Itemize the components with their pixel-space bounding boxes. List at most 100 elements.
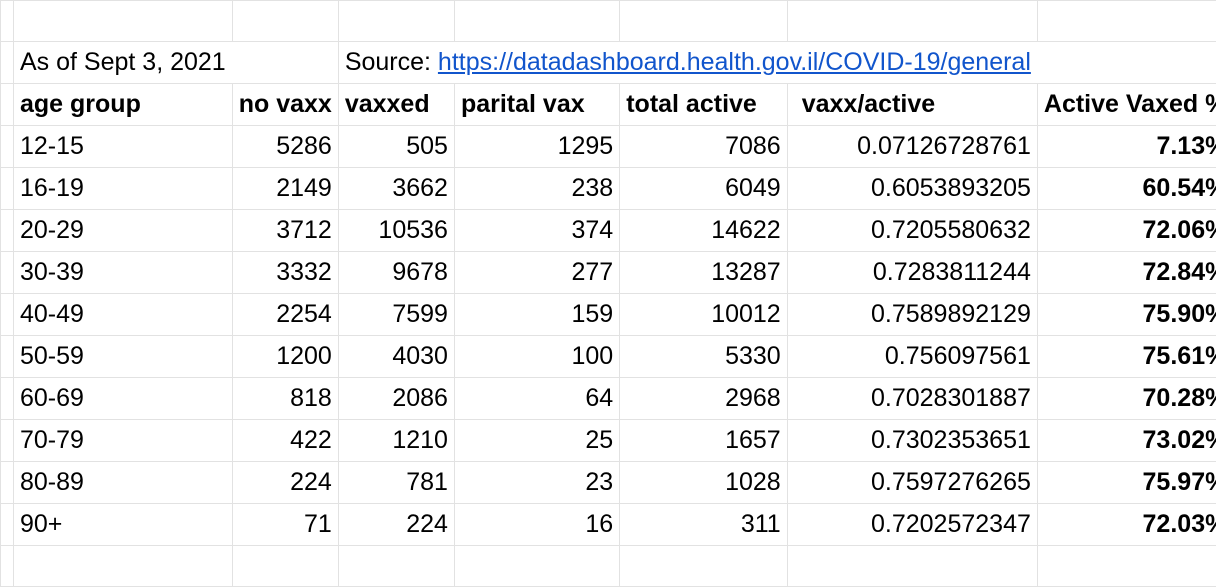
cell[interactable] (620, 1, 788, 42)
active-vaxed-pct-cell[interactable]: 75.61% (1037, 336, 1216, 378)
parital-vax-cell[interactable]: 64 (454, 378, 619, 420)
vaxx-active-cell[interactable]: 0.7302353651 (787, 420, 1037, 462)
vaxxed-cell[interactable]: 224 (338, 504, 454, 546)
active-vaxed-pct-cell[interactable]: 72.03% (1037, 504, 1216, 546)
no-vaxx-cell[interactable]: 2149 (232, 168, 338, 210)
total-active-cell[interactable]: 6049 (620, 168, 788, 210)
vaxxed-cell[interactable]: 4030 (338, 336, 454, 378)
cell[interactable] (14, 546, 233, 587)
cell[interactable] (232, 546, 338, 587)
cell[interactable] (338, 546, 454, 587)
row-gutter-cell[interactable] (1, 210, 14, 252)
vaxx-active-cell[interactable]: 0.7028301887 (787, 378, 1037, 420)
parital-vax-cell[interactable]: 16 (454, 504, 619, 546)
no-vaxx-cell[interactable]: 422 (232, 420, 338, 462)
parital-vax-cell[interactable]: 374 (454, 210, 619, 252)
header-cell-total-active[interactable]: total active (620, 84, 788, 126)
no-vaxx-cell[interactable]: 71 (232, 504, 338, 546)
vaxxed-cell[interactable]: 505 (338, 126, 454, 168)
age-group-cell[interactable]: 50-59 (14, 336, 233, 378)
parital-vax-cell[interactable]: 25 (454, 420, 619, 462)
age-group-cell[interactable]: 20-29 (14, 210, 233, 252)
row-gutter-cell[interactable] (1, 252, 14, 294)
no-vaxx-cell[interactable]: 3332 (232, 252, 338, 294)
row-gutter-cell[interactable] (1, 420, 14, 462)
vaxx-active-cell[interactable]: 0.07126728761 (787, 126, 1037, 168)
total-active-cell[interactable]: 1028 (620, 462, 788, 504)
age-group-cell[interactable]: 12-15 (14, 126, 233, 168)
age-group-cell[interactable]: 16-19 (14, 168, 233, 210)
cell[interactable] (787, 546, 1037, 587)
vaxxed-cell[interactable]: 781 (338, 462, 454, 504)
parital-vax-cell[interactable]: 100 (454, 336, 619, 378)
row-gutter-cell[interactable] (1, 294, 14, 336)
header-cell-vaxxed[interactable]: vaxxed (338, 84, 454, 126)
no-vaxx-cell[interactable]: 224 (232, 462, 338, 504)
vaxxed-cell[interactable]: 3662 (338, 168, 454, 210)
age-group-cell[interactable]: 60-69 (14, 378, 233, 420)
total-active-cell[interactable]: 2968 (620, 378, 788, 420)
active-vaxed-pct-cell[interactable]: 73.02% (1037, 420, 1216, 462)
cell[interactable] (787, 1, 1037, 42)
as-of-date-cell[interactable]: As of Sept 3, 2021 (14, 42, 233, 84)
active-vaxed-pct-cell[interactable]: 75.90% (1037, 294, 1216, 336)
vaxxed-cell[interactable]: 10536 (338, 210, 454, 252)
row-gutter-cell[interactable] (1, 126, 14, 168)
row-gutter-cell[interactable] (1, 168, 14, 210)
row-gutter-cell[interactable] (1, 42, 14, 84)
vaxx-active-cell[interactable]: 0.7283811244 (787, 252, 1037, 294)
cell[interactable] (232, 1, 338, 42)
cell[interactable] (232, 42, 338, 84)
vaxx-active-cell[interactable]: 0.7589892129 (787, 294, 1037, 336)
row-gutter-cell[interactable] (1, 84, 14, 126)
age-group-cell[interactable]: 90+ (14, 504, 233, 546)
no-vaxx-cell[interactable]: 3712 (232, 210, 338, 252)
header-cell-parital-vax[interactable]: parital vax (454, 84, 619, 126)
header-cell-vaxx-active[interactable]: vaxx/active (787, 84, 1037, 126)
cell[interactable] (1, 546, 14, 587)
vaxxed-cell[interactable]: 2086 (338, 378, 454, 420)
age-group-cell[interactable]: 40-49 (14, 294, 233, 336)
no-vaxx-cell[interactable]: 5286 (232, 126, 338, 168)
age-group-cell[interactable]: 80-89 (14, 462, 233, 504)
row-gutter-cell[interactable] (1, 378, 14, 420)
parital-vax-cell[interactable]: 238 (454, 168, 619, 210)
no-vaxx-cell[interactable]: 1200 (232, 336, 338, 378)
parital-vax-cell[interactable]: 1295 (454, 126, 619, 168)
row-gutter-cell[interactable] (1, 504, 14, 546)
vaxx-active-cell[interactable]: 0.7205580632 (787, 210, 1037, 252)
vaxx-active-cell[interactable]: 0.756097561 (787, 336, 1037, 378)
age-group-cell[interactable]: 30-39 (14, 252, 233, 294)
cell[interactable] (1037, 546, 1216, 587)
cell[interactable] (338, 1, 454, 42)
source-link[interactable]: https://datadashboard.health.gov.il/COVI… (438, 48, 1031, 76)
header-cell-no-vaxx[interactable]: no vaxx (232, 84, 338, 126)
vaxxed-cell[interactable]: 9678 (338, 252, 454, 294)
vaxx-active-cell[interactable]: 0.7202572347 (787, 504, 1037, 546)
active-vaxed-pct-cell[interactable]: 72.84% (1037, 252, 1216, 294)
active-vaxed-pct-cell[interactable]: 75.97% (1037, 462, 1216, 504)
age-group-cell[interactable]: 70-79 (14, 420, 233, 462)
row-gutter-cell[interactable] (1, 462, 14, 504)
source-cell[interactable]: Source: https://datadashboard.health.gov… (338, 42, 1037, 84)
total-active-cell[interactable]: 5330 (620, 336, 788, 378)
parital-vax-cell[interactable]: 277 (454, 252, 619, 294)
header-cell-active-vaxed-pct[interactable]: Active Vaxed % (1037, 84, 1216, 126)
vaxx-active-cell[interactable]: 0.7597276265 (787, 462, 1037, 504)
active-vaxed-pct-cell[interactable]: 7.13% (1037, 126, 1216, 168)
row-gutter-cell[interactable] (1, 336, 14, 378)
cell[interactable] (620, 546, 788, 587)
cell[interactable] (454, 1, 619, 42)
total-active-cell[interactable]: 14622 (620, 210, 788, 252)
no-vaxx-cell[interactable]: 2254 (232, 294, 338, 336)
parital-vax-cell[interactable]: 23 (454, 462, 619, 504)
vaxxed-cell[interactable]: 1210 (338, 420, 454, 462)
cell[interactable] (1037, 42, 1216, 84)
cell[interactable] (1037, 1, 1216, 42)
total-active-cell[interactable]: 7086 (620, 126, 788, 168)
active-vaxed-pct-cell[interactable]: 70.28% (1037, 378, 1216, 420)
active-vaxed-pct-cell[interactable]: 72.06% (1037, 210, 1216, 252)
cell[interactable] (1, 1, 14, 42)
total-active-cell[interactable]: 10012 (620, 294, 788, 336)
header-cell-age-group[interactable]: age group (14, 84, 233, 126)
